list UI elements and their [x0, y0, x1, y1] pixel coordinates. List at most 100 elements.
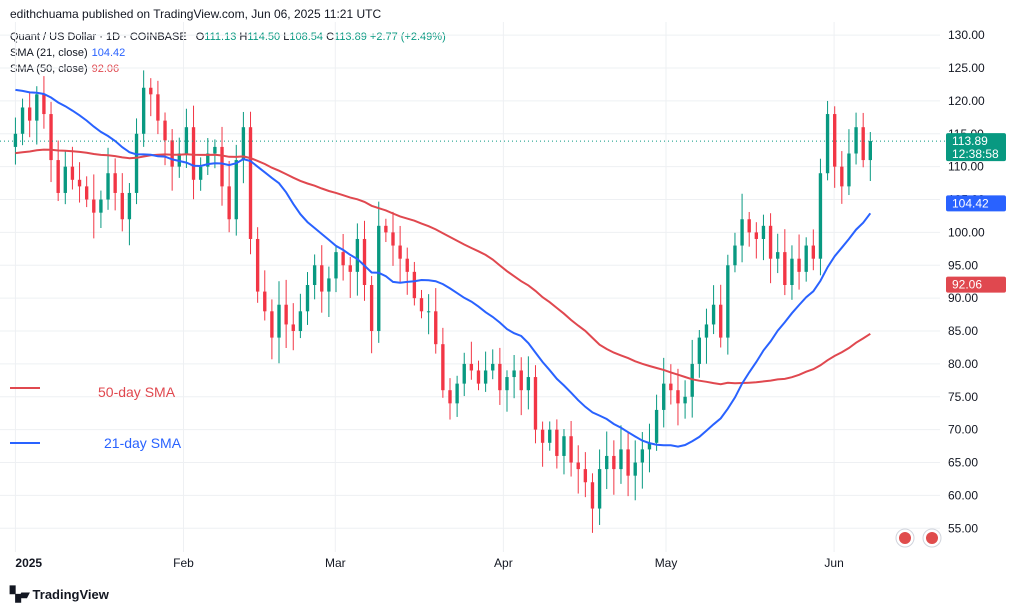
y-tick-label: 85.00: [948, 324, 978, 338]
candle-body: [683, 396, 687, 404]
change-value: +2.77 (+2.49%): [369, 31, 446, 43]
close-value: 113.89: [334, 31, 367, 43]
publisher-line: edithchuama published on TradingView.com…: [10, 7, 382, 21]
candle-body: [569, 436, 573, 463]
economic-event-icon-dot: [899, 532, 911, 544]
candle-body: [77, 179, 82, 187]
y-tick-label: 120.00: [948, 94, 985, 108]
sma50-annotation: 50-day SMA: [98, 384, 176, 400]
candle-body: [298, 311, 303, 332]
candle-body: [768, 225, 773, 259]
candle-body: [540, 429, 545, 443]
candle-body: [562, 436, 566, 456]
candle-body: [191, 127, 196, 180]
candle-body: [733, 245, 737, 266]
candle-body: [106, 173, 110, 200]
last-price-tag-countdown: 12:38:58: [952, 147, 999, 161]
high-value: 114.50: [247, 31, 281, 43]
low-value: 108.54: [289, 31, 323, 43]
candle-body: [113, 173, 117, 193]
candle-body: [654, 409, 659, 443]
candle-body: [434, 311, 438, 345]
candle-body: [619, 449, 623, 470]
candle-body: [327, 278, 331, 292]
candle-body: [818, 173, 823, 259]
candle-body: [13, 133, 18, 147]
candle-body: [277, 304, 281, 338]
ohlc-values: O111.13 H114.50 L108.54 C113.89 +2.77 (+…: [196, 31, 446, 43]
brand-name: TradingView: [32, 587, 109, 602]
candle-body: [320, 265, 324, 292]
candle-body: [804, 245, 808, 272]
candle-body: [469, 363, 474, 371]
sma21-legend-label: SMA (21, close): [10, 47, 88, 59]
tradingview-brand[interactable]: ▚▰ TradingView: [10, 586, 109, 603]
sma21-legend[interactable]: SMA (21, close) 104.42: [10, 47, 125, 59]
sma50-legend-label: SMA (50, close): [10, 63, 88, 75]
candle-body: [206, 153, 210, 167]
symbol-name[interactable]: Quant / US Dollar · 1D · COINBASE: [10, 31, 187, 43]
candle-body: [234, 160, 238, 220]
x-tick-label: May: [655, 556, 678, 570]
candle-body: [92, 199, 96, 213]
x-tick-label: Jun: [824, 556, 843, 570]
sma21-line: [15, 88, 872, 448]
candle-body: [811, 245, 816, 259]
candle-body: [548, 429, 552, 443]
candle-body: [134, 133, 139, 193]
last-price-tag-bg: [946, 133, 1006, 162]
candle-body: [63, 166, 67, 193]
candle-body: [847, 153, 851, 187]
sma21-price-tag: 104.42: [952, 196, 989, 210]
open-value: 111.13: [204, 31, 237, 43]
candle-body: [697, 337, 702, 364]
candle-body: [348, 265, 352, 272]
candle-body: [704, 324, 709, 338]
candle-body: [740, 219, 744, 246]
y-tick-label: 55.00: [948, 521, 978, 535]
candle-body: [790, 258, 794, 285]
candle-body: [99, 199, 103, 213]
candle-body: [448, 390, 452, 404]
candle-body: [49, 114, 53, 161]
candle-body: [825, 114, 830, 174]
candle-body: [669, 383, 673, 391]
candle-body: [833, 114, 837, 167]
open-label: O: [195, 31, 205, 43]
candle-body: [690, 363, 694, 397]
candle-body: [184, 127, 189, 154]
candle-body: [583, 469, 588, 483]
sma21-legend-value: 104.42: [91, 47, 126, 59]
candle-body: [334, 252, 338, 279]
candle-body: [426, 311, 431, 313]
candle-body: [305, 285, 310, 312]
candle-body: [241, 127, 246, 161]
y-tick-label: 60.00: [948, 488, 978, 502]
candle-body: [149, 87, 153, 95]
candle-body: [776, 252, 780, 259]
candle-body: [576, 462, 580, 470]
candle-body: [362, 238, 367, 285]
candle-body: [141, 87, 146, 134]
candle-body: [220, 146, 224, 187]
candle-body: [726, 265, 730, 338]
y-tick-label: 75.00: [948, 390, 978, 404]
y-tick-label: 95.00: [948, 258, 978, 272]
candle-body: [312, 265, 317, 285]
candle-body: [612, 455, 616, 470]
sma50-line: [15, 148, 871, 386]
economic-event-icon-dot: [926, 532, 938, 544]
candle-body: [248, 127, 253, 239]
sma21-annotation: 21-day SMA: [104, 435, 182, 451]
candle-body: [284, 304, 288, 325]
candle-body: [391, 232, 395, 246]
candle-body: [412, 271, 417, 299]
candle-body: [640, 449, 645, 463]
tradingview-logo-icon: ▚▰: [10, 586, 29, 602]
candle-body: [505, 377, 509, 391]
close-label: C: [326, 31, 335, 43]
candle-body: [555, 429, 559, 456]
candle-body: [533, 377, 538, 430]
sma50-legend[interactable]: SMA (50, close) 92.06: [10, 63, 119, 75]
